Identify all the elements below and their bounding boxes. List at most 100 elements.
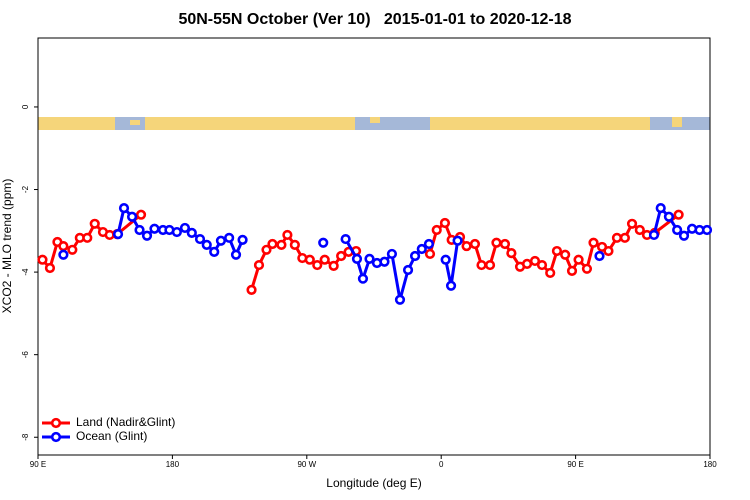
point-marker [416,243,427,255]
point-marker [566,265,578,276]
point-marker [588,237,599,248]
point-marker [318,237,329,248]
point-marker [491,237,502,248]
x-tick-label: 0 [439,460,444,469]
point-marker [394,294,406,305]
point-marker [67,244,78,255]
point-marker [603,245,614,257]
point-marker [536,259,548,271]
point-marker [379,256,390,267]
point-marker [304,254,315,265]
point-marker [58,249,69,260]
point-marker [445,280,457,291]
point-marker [126,211,138,222]
point-marker [312,259,323,271]
x-tick-label: 90 E [30,460,46,469]
point-marker [149,223,160,234]
point-marker [134,224,145,236]
point-marker [560,249,571,260]
point-marker [484,259,496,271]
point-marker [611,232,623,243]
point-marker [276,239,287,250]
point-marker [469,238,481,250]
point-marker [506,248,517,259]
point-marker [521,258,533,269]
point-marker [261,244,272,255]
point-marker [626,218,638,229]
point-marker [215,235,227,246]
point-marker [44,262,56,274]
point-marker [319,254,330,265]
point-marker [201,239,212,250]
point-marker [289,239,300,250]
point-marker [118,203,130,214]
point-marker [351,253,363,264]
point-marker [461,240,472,252]
point-marker [37,254,48,265]
point-marker [619,232,630,243]
point-marker [440,254,451,265]
point-marker [82,232,93,243]
x-tick-label: 180 [703,460,717,469]
point-marker [328,260,339,272]
point-marker [409,250,421,262]
point-marker [267,238,278,250]
point-marker [648,229,660,241]
legend-label: Land (Nadir&Glint) [76,415,175,429]
legend-marker [50,431,62,443]
point-marker [386,248,398,260]
point-marker [336,250,347,262]
point-marker [673,209,684,220]
y-tick-label: -4 [21,268,30,276]
point-marker [237,234,248,245]
x-tick-label: 90 E [567,460,583,469]
legend-marker [50,417,62,429]
point-marker [499,238,511,250]
point-marker [282,229,293,241]
point-marker [678,230,690,241]
point-marker [246,284,257,295]
point-marker [431,224,442,236]
point-marker [58,240,69,252]
y-tick-label: 0 [21,104,30,109]
point-marker [551,245,563,257]
point-marker [224,232,235,243]
x-tick-label: 90 W [297,460,316,469]
point-marker [573,254,584,265]
point-marker [581,263,593,274]
land-ocean-strip [38,117,710,130]
y-tick-label: -2 [21,185,30,193]
point-marker [171,226,182,238]
point-marker [141,230,153,241]
point-marker [253,259,265,271]
x-tick-label: 180 [166,460,180,469]
point-marker [179,222,191,234]
point-marker [357,273,369,284]
plot-frame [37,37,711,456]
point-marker [423,238,435,250]
point-marker [135,209,147,220]
point-marker [634,224,645,236]
point-marker [112,229,124,240]
point-marker [439,217,451,229]
point-marker [340,233,351,245]
point-marker [209,246,220,257]
point-marker [476,259,487,271]
point-marker [655,203,666,214]
y-tick-label: -6 [21,351,30,359]
point-marker [186,227,197,238]
point-marker [194,233,206,245]
point-marker [452,235,463,246]
x-axis-label: Longitude (deg E) [326,476,421,490]
point-marker [529,255,541,267]
point-marker [230,249,242,260]
point-marker [364,253,375,264]
y-axis-label: XCO2 - MLO trend (ppm) [0,179,14,314]
point-marker [701,224,713,236]
point-marker [672,224,683,236]
point-marker [402,264,414,276]
point-marker [663,211,675,222]
point-marker [424,248,436,260]
